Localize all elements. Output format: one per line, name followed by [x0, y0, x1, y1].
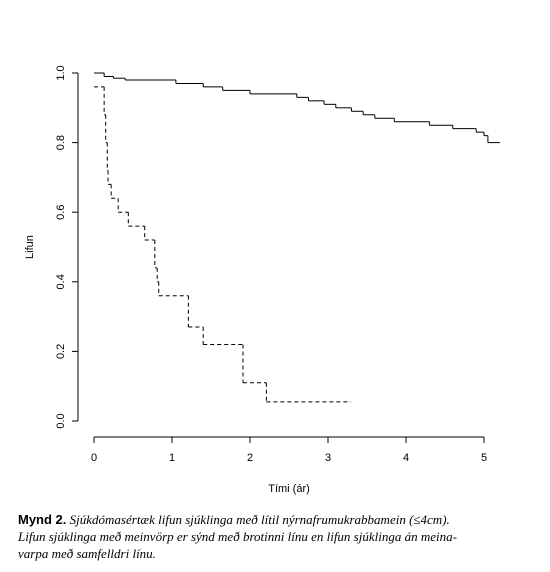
y-tick-label: 0.4 — [55, 274, 67, 289]
x-tick-label: 1 — [169, 452, 175, 464]
caption-line: Lifun sjúklinga með meinvörp er sýnd með… — [18, 529, 457, 544]
caption-text: Sjúkdómasértæk lifun sjúklinga með lítil… — [69, 512, 450, 527]
y-tick-label: 0.2 — [55, 344, 67, 359]
caption-line: varpa með samfelldri línu. — [18, 546, 156, 561]
x-axis-label: Tími (ár) — [268, 483, 310, 495]
y-tick-label: 0.8 — [55, 135, 67, 150]
y-tick-label: 1.0 — [55, 65, 67, 80]
caption-label: Mynd 2. — [18, 512, 67, 527]
chart: Lifun Tími (ár) 0.0 0.2 0.4 0.6 0.8 1.0 0 1 2 3 4 5 — [24, 65, 501, 495]
x-tick-label: 0 — [91, 452, 97, 464]
y-axis-label: Lifun — [24, 235, 36, 259]
y-tick-label: 0.6 — [55, 205, 67, 220]
x-tick-label: 2 — [247, 452, 253, 464]
x-tick-label: 5 — [481, 452, 487, 464]
caption: Mynd 2. Sjúkdómasértæk lifun sjúklinga m… — [18, 511, 538, 562]
x-tick-label: 4 — [403, 452, 409, 464]
caption-line: Mynd 2. Sjúkdómasértæk lifun sjúklinga m… — [18, 511, 538, 528]
y-tick-label: 0.0 — [55, 413, 67, 428]
x-tick-label: 3 — [325, 452, 331, 464]
